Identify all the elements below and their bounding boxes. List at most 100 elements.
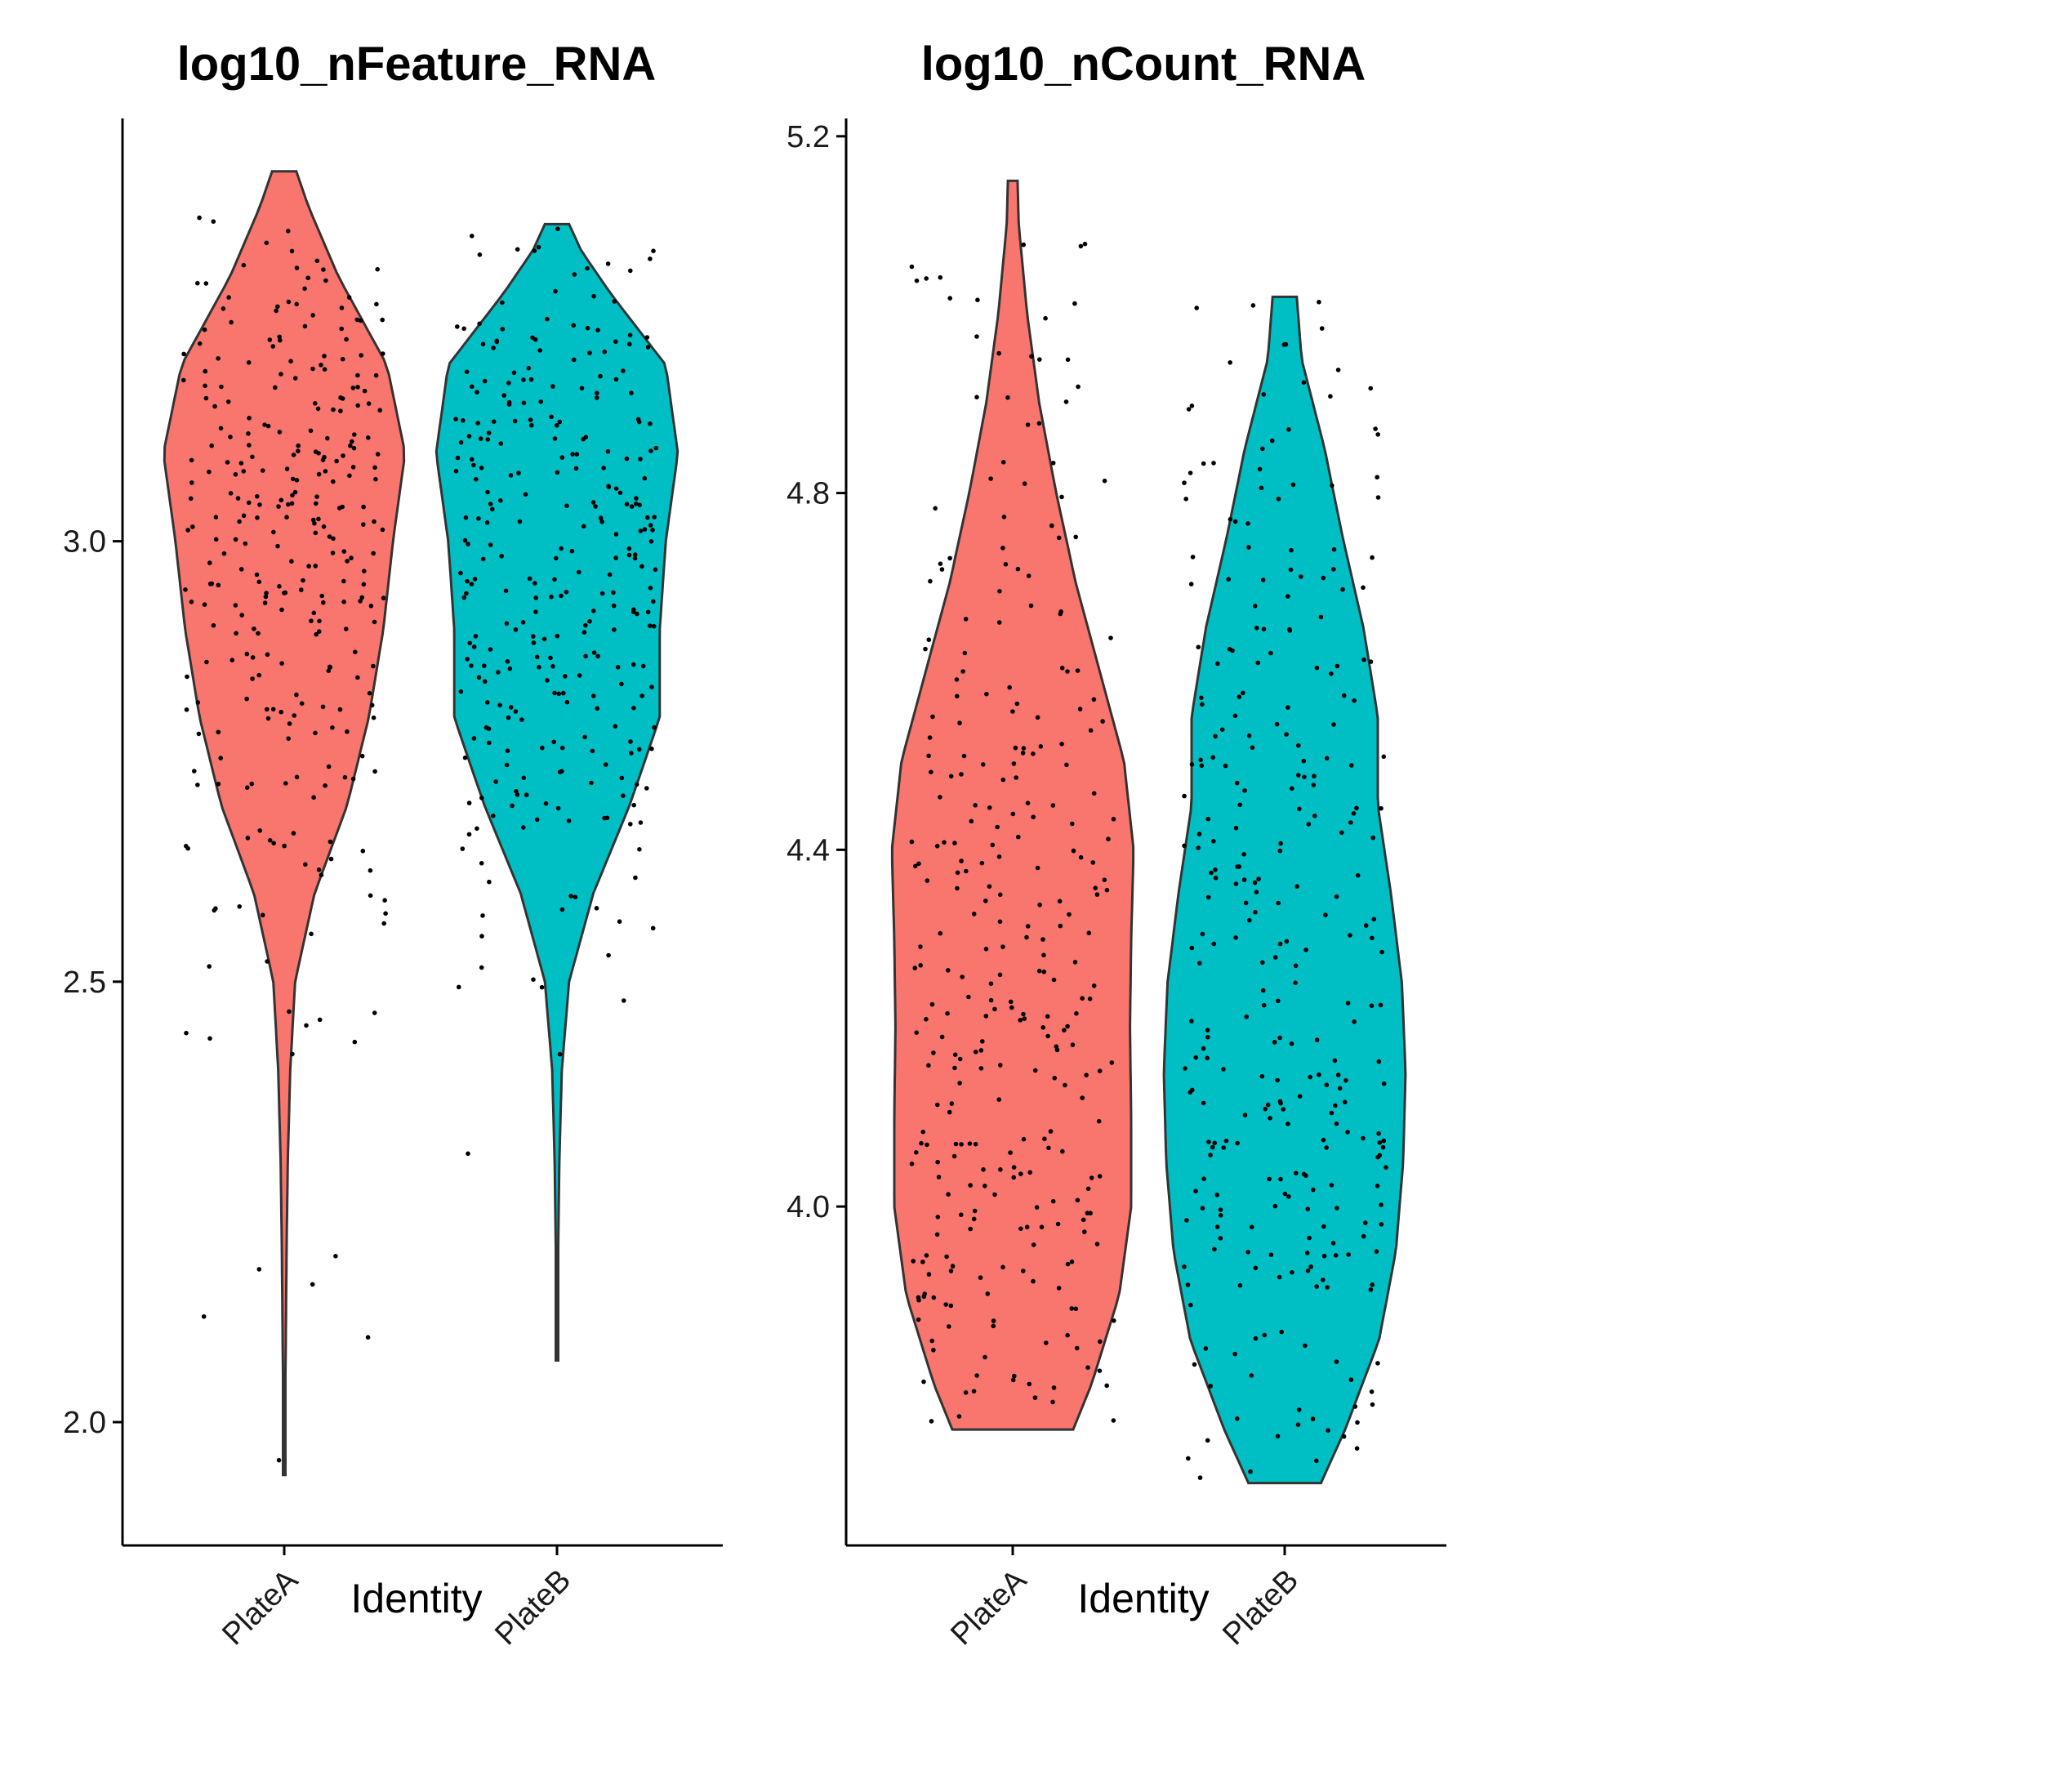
jitter-point: [314, 258, 320, 264]
jitter-point: [1340, 586, 1345, 592]
jitter-point: [476, 675, 482, 680]
jitter-point: [263, 594, 269, 600]
jitter-point: [486, 430, 492, 435]
jitter-point: [493, 779, 498, 784]
y-tick-label: 4.0: [786, 1190, 830, 1224]
jitter-point: [648, 539, 654, 544]
jitter-point: [341, 600, 346, 604]
jitter-point: [990, 842, 996, 848]
jitter-point: [1065, 1332, 1070, 1338]
jitter-point: [929, 1338, 934, 1344]
jitter-point: [1003, 562, 1009, 567]
jitter-point: [507, 666, 513, 671]
jitter-point: [1369, 1003, 1375, 1008]
jitter-point: [1275, 1077, 1280, 1083]
jitter-point: [1261, 1002, 1267, 1008]
jitter-point: [1321, 1278, 1326, 1282]
jitter-point: [603, 762, 608, 767]
jitter-point: [1009, 1005, 1014, 1010]
jitter-point: [355, 403, 361, 408]
jitter-point: [365, 1335, 371, 1340]
jitter-point: [1380, 1144, 1386, 1150]
jitter-point: [1065, 1023, 1070, 1029]
jitter-point: [971, 912, 977, 916]
jitter-point: [313, 564, 319, 569]
jitter-point: [943, 1302, 948, 1307]
jitter-point: [1250, 303, 1256, 308]
jitter-point: [981, 762, 986, 767]
jitter-point: [559, 593, 564, 599]
jitter-point: [1046, 1145, 1051, 1151]
jitter-point: [914, 1030, 919, 1035]
jitter-point: [922, 1291, 927, 1296]
jitter-point: [1011, 761, 1017, 766]
jitter-point: [1305, 1206, 1311, 1211]
jitter-point: [935, 1159, 940, 1165]
jitter-point: [1355, 872, 1361, 878]
jitter-point: [1290, 786, 1294, 792]
jitter-point: [933, 506, 938, 511]
jitter-point: [277, 584, 282, 589]
jitter-point: [1329, 1110, 1335, 1116]
violin-platea: [890, 179, 1135, 1431]
jitter-point: [1289, 547, 1294, 553]
jitter-point: [1278, 841, 1283, 846]
jitter-point: [935, 1215, 941, 1220]
jitter-point: [1044, 1340, 1049, 1345]
jitter-point: [648, 623, 653, 628]
jitter-point: [1276, 900, 1281, 906]
jitter-point: [629, 390, 634, 396]
jitter-point: [287, 721, 292, 726]
jitter-point: [315, 406, 321, 412]
jitter-point: [1072, 960, 1078, 965]
jitter-point: [1277, 1274, 1282, 1280]
jitter-point: [974, 334, 979, 339]
jitter-point: [987, 884, 992, 889]
jitter-point: [589, 780, 594, 786]
jitter-point: [1324, 1082, 1330, 1087]
jitter-point: [202, 602, 207, 607]
jitter-point: [550, 384, 555, 389]
jitter-point: [274, 308, 279, 314]
jitter-point: [1368, 1287, 1374, 1292]
jitter-point: [250, 676, 255, 681]
jitter-point: [249, 781, 255, 787]
jitter-point: [997, 589, 1002, 594]
jitter-point: [637, 747, 642, 752]
jitter-point: [638, 820, 644, 825]
jitter-point: [1029, 354, 1034, 359]
jitter-point: [1374, 1249, 1379, 1254]
jitter-point: [1232, 519, 1238, 524]
jitter-point: [203, 368, 208, 374]
jitter-point: [480, 341, 486, 347]
jitter-point: [1254, 890, 1259, 894]
jitter-point: [991, 1323, 996, 1329]
jitter-point: [1331, 546, 1337, 552]
jitter-points: [909, 241, 1388, 1480]
jitter-point: [372, 465, 377, 470]
jitter-point: [361, 522, 366, 527]
jitter-point: [1263, 1106, 1268, 1112]
jitter-point: [545, 316, 550, 322]
panel-log10-nfeature-rna: log10_nFeature_RNA 2.0 2.5 3.0 PlateA PlateB…: [63, 38, 723, 1652]
jitter-point: [265, 423, 271, 429]
jitter-point: [487, 879, 492, 885]
jitter-point: [184, 707, 189, 712]
jitter-point: [539, 984, 545, 990]
jitter-point: [1018, 1171, 1023, 1176]
jitter-point: [477, 252, 483, 257]
jitter-point: [1260, 960, 1265, 966]
jitter-point: [1297, 1094, 1303, 1099]
jitter-point: [244, 785, 250, 790]
jitter-point: [538, 399, 543, 404]
jitter-point: [498, 498, 503, 503]
jitter-point: [1377, 1153, 1383, 1158]
jitter-point: [1001, 515, 1007, 520]
jitter-point: [326, 764, 332, 769]
jitter-point: [257, 502, 262, 507]
jitter-point: [916, 1317, 921, 1322]
jitter-point: [1040, 937, 1045, 942]
jitter-point: [1241, 852, 1246, 857]
jitter-point: [1056, 1286, 1062, 1291]
jitter-point: [241, 262, 247, 268]
